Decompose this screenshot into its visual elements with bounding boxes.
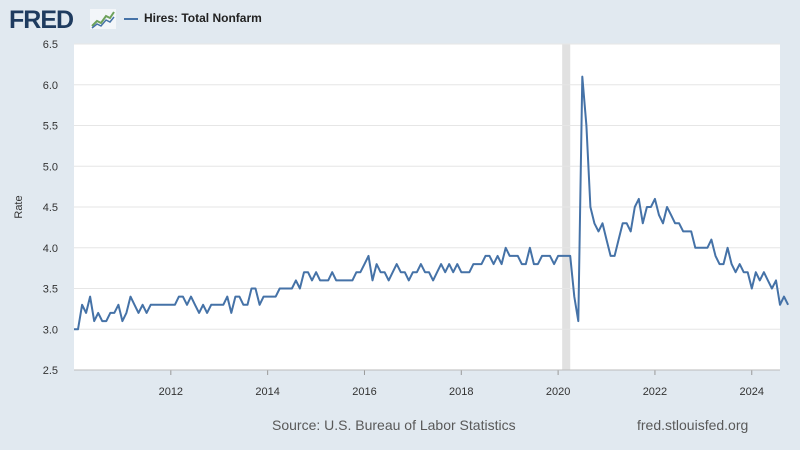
header: FRED Hires: Total Nonfarm <box>0 0 800 40</box>
y-tick-label: 6.0 <box>43 80 58 92</box>
y-tick-label: 3.5 <box>43 284 58 296</box>
x-axis-ticks: 2012 2014 2016 2018 2020 2022 2024 <box>159 370 764 398</box>
y-tick-label: 5.0 <box>43 161 58 173</box>
x-tick-label: 2022 <box>643 386 667 398</box>
y-tick-label: 4.0 <box>43 243 58 255</box>
gridlines <box>74 43 780 330</box>
legend-label: Hires: Total Nonfarm <box>144 11 262 25</box>
site-link[interactable]: fred.stlouisfed.org <box>637 417 749 433</box>
y-tick-label: 4.5 <box>43 202 58 214</box>
y-tick-label: 6.5 <box>43 39 58 51</box>
y-axis-title: Rate <box>13 195 25 218</box>
line-chart-icon <box>90 9 116 29</box>
fred-logo[interactable]: FRED <box>9 6 74 34</box>
source-note: Source: U.S. Bureau of Labor Statistics <box>272 417 516 433</box>
y-tick-label: 2.5 <box>43 365 58 377</box>
x-tick-label: 2018 <box>449 386 473 398</box>
x-tick-label: 2020 <box>546 386 570 398</box>
series-line-hires <box>74 75 789 331</box>
x-tick-label: 2012 <box>159 386 183 398</box>
y-tick-label: 5.5 <box>43 121 58 133</box>
x-tick-label: 2014 <box>255 386 279 398</box>
line-chart: 2.5 3.0 3.5 4.0 4.5 5.0 5.5 6.0 6.5 2012 2014 2016… <box>13 39 789 398</box>
y-tick-label: 3.0 <box>43 324 58 336</box>
legend-swatch <box>124 18 138 20</box>
y-axis-ticks: 2.5 3.0 3.5 4.0 4.5 5.0 5.5 6.0 6.5 <box>43 39 58 377</box>
x-tick-label: 2016 <box>352 386 376 398</box>
x-tick-label: 2024 <box>740 386 764 398</box>
